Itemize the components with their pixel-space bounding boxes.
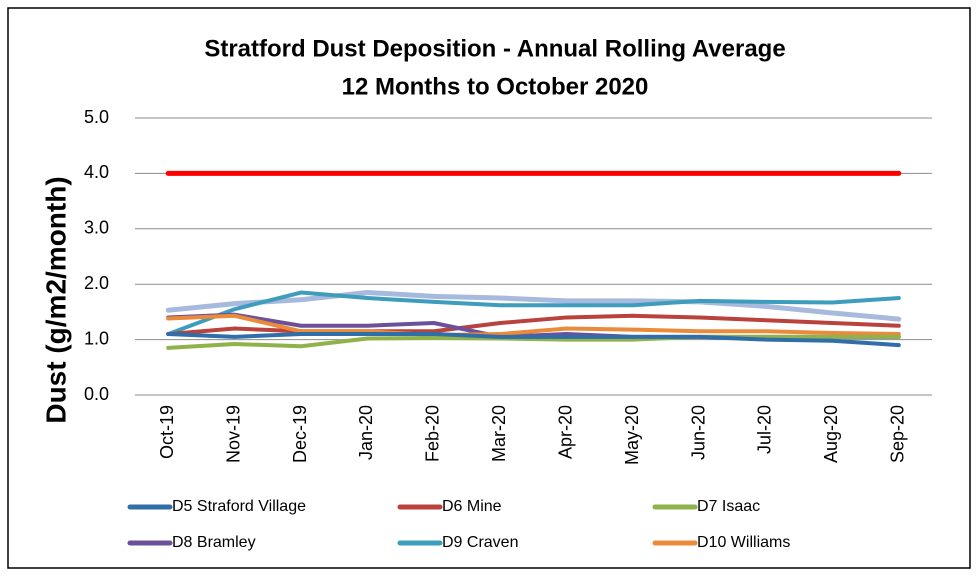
- series-line: [166, 313, 901, 337]
- legend-label: D9 Craven: [442, 534, 518, 551]
- x-tick-label: Feb-20: [423, 405, 443, 462]
- y-axis-label: Dust (g/m2/month): [40, 176, 71, 423]
- x-tick-label: Apr-20: [555, 405, 575, 459]
- series-line: [166, 290, 901, 337]
- chart-frame: [7, 7, 971, 569]
- series-line: [166, 334, 901, 350]
- series-line: [165, 290, 902, 322]
- chart-subtitle: 12 Months to October 2020: [342, 73, 649, 100]
- x-tick-label: Mar-20: [489, 405, 509, 462]
- series-line: [166, 332, 901, 348]
- x-tick-label: Aug-20: [821, 405, 841, 463]
- y-tick-label: 4.0: [84, 162, 109, 182]
- x-tick-label: May-20: [622, 405, 642, 465]
- x-tick-label: Jun-20: [688, 405, 708, 460]
- legend-label: D5 Straford Village: [172, 498, 306, 515]
- y-tick-label: 1.0: [84, 328, 109, 348]
- legend-label: D7 Isaac: [697, 498, 760, 515]
- y-tick-label: 5.0: [84, 107, 109, 127]
- x-tick-label: Oct-19: [157, 405, 177, 459]
- legend-label: D6 Mine: [442, 498, 502, 515]
- y-tick-label: 2.0: [84, 273, 109, 293]
- x-tick-label: Sep-20: [888, 405, 908, 463]
- y-tick-label: 3.0: [84, 218, 109, 238]
- x-tick-label: Dec-19: [290, 405, 310, 463]
- x-tick-label: Jul-20: [755, 405, 775, 454]
- legend-label: D10 Williams: [697, 534, 790, 551]
- chart-title: Stratford Dust Deposition - Annual Rolli…: [204, 35, 785, 62]
- legend-label: D8 Bramley: [172, 534, 256, 551]
- series-line: [166, 313, 901, 338]
- x-tick-label: Jan-20: [356, 405, 376, 460]
- y-tick-label: 0.0: [84, 384, 109, 404]
- x-tick-label: Nov-19: [223, 405, 243, 463]
